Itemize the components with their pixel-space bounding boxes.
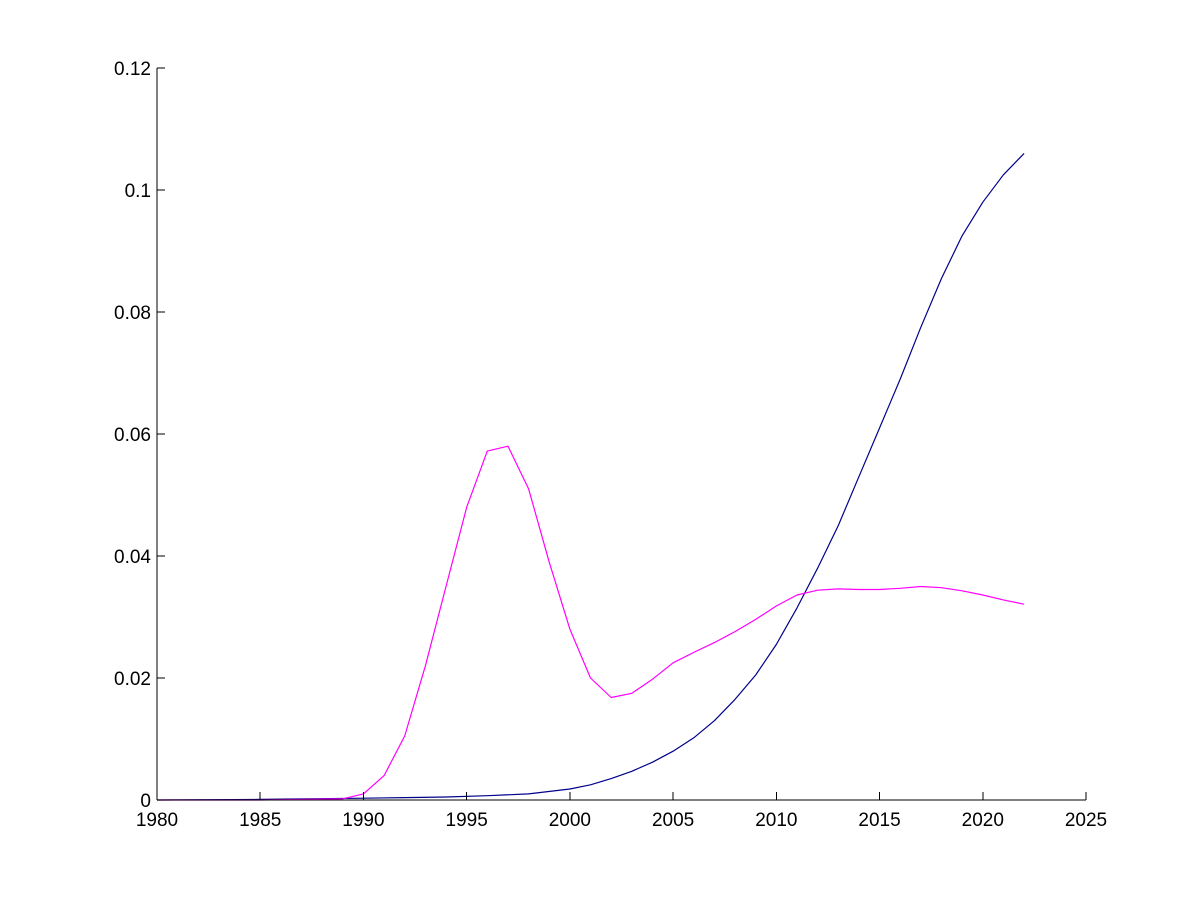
series-line-1: [156, 152, 1025, 801]
x-tick-label: 1995: [446, 810, 488, 831]
x-tick-label: 2020: [962, 810, 1004, 831]
y-tick-label: 0.08: [114, 303, 151, 324]
series-layer: [156, 152, 1025, 801]
x-tick-label: 1990: [342, 810, 384, 831]
y-tick-label: 0.02: [114, 669, 151, 690]
x-tick-label: 2005: [652, 810, 694, 831]
x-tick-label: 2000: [549, 810, 591, 831]
y-tick-label: 0.12: [114, 59, 151, 80]
x-tick-label: 1985: [239, 810, 281, 831]
series-line-2: [157, 445, 1025, 801]
y-tick-label: 0: [140, 791, 151, 812]
y-tick-label: 0.06: [114, 425, 151, 446]
x-tick-label: 2015: [858, 810, 900, 831]
x-tick-label: 2025: [1065, 810, 1107, 831]
x-tick-label: 2010: [755, 810, 797, 831]
ticks-layer: 1980 1985 1990 1995 2000 2005 2010 2015 2020 2025…: [114, 59, 1107, 831]
x-tick-label: 1980: [136, 810, 178, 831]
y-tick-label: 0.1: [125, 181, 151, 202]
y-tick-label: 0.04: [114, 547, 151, 568]
axes-layer: [156, 68, 1086, 801]
